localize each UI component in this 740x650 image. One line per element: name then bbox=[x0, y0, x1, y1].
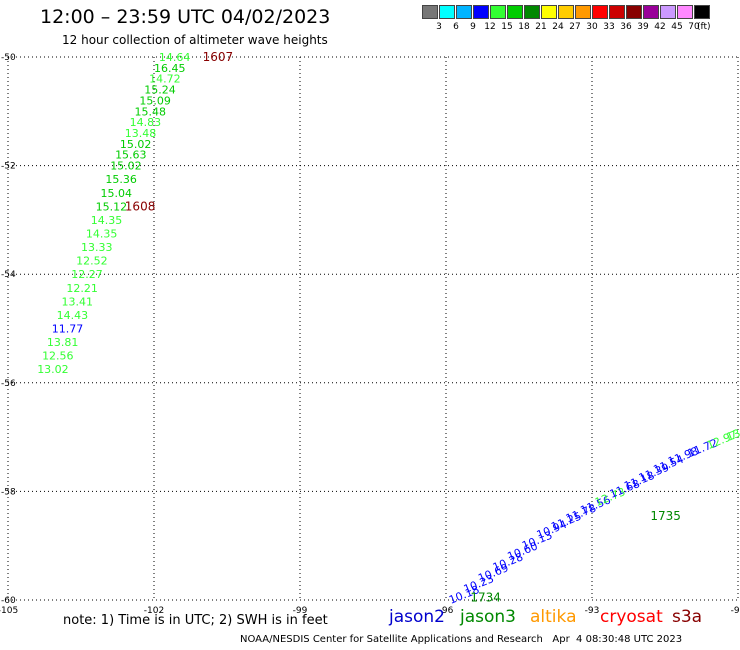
legend-swatch bbox=[694, 5, 710, 19]
legend-label: 3 bbox=[436, 22, 442, 32]
legend-label: 21 bbox=[535, 22, 547, 32]
lon-tick-label: -102 bbox=[144, 606, 164, 616]
legend-label: 42 bbox=[654, 22, 666, 32]
legend-label: 30 bbox=[586, 22, 598, 32]
legend-label: 9 bbox=[470, 22, 476, 32]
legend-swatch bbox=[422, 5, 438, 19]
wave-height-label: 11.77 bbox=[52, 323, 84, 336]
lon-tick-label: -96 bbox=[439, 606, 454, 616]
wave-height-label: 15.09 bbox=[139, 94, 171, 107]
legend-swatch bbox=[490, 5, 506, 19]
legend-label: 18 bbox=[518, 22, 530, 32]
legend-swatch bbox=[507, 5, 523, 19]
wave-height-label: 14.72 bbox=[149, 73, 181, 86]
legend-swatch bbox=[473, 5, 489, 19]
legend-swatch bbox=[592, 5, 608, 19]
legend-label: 39 bbox=[637, 22, 649, 32]
wave-height-label: 13.33 bbox=[81, 241, 113, 254]
legend-swatch bbox=[541, 5, 557, 19]
wave-height-label: 16.45 bbox=[154, 62, 186, 75]
wave-height-label: 12.27 bbox=[71, 268, 103, 281]
lon-tick-label: -99 bbox=[293, 606, 308, 616]
wave-height-label: 12.52 bbox=[76, 255, 108, 268]
legend-label: 12 bbox=[484, 22, 496, 32]
legend-swatch bbox=[456, 5, 472, 19]
wave-height-label: 13.81 bbox=[47, 336, 79, 349]
legend-swatch bbox=[524, 5, 540, 19]
legend-label: 27 bbox=[569, 22, 581, 32]
legend-swatch bbox=[626, 5, 642, 19]
legend-label: 24 bbox=[552, 22, 564, 32]
wave-height-label: 15.02 bbox=[110, 160, 142, 173]
satellite-jason3: jason3 bbox=[460, 607, 516, 627]
wave-height-label: 12.21 bbox=[66, 282, 98, 295]
satellite-jason2: jason2 bbox=[389, 607, 445, 627]
legend-label: 33 bbox=[603, 22, 615, 32]
wave-height-label: 15.48 bbox=[135, 105, 167, 118]
lat-tick-label: -52 bbox=[1, 162, 16, 172]
wave-height-label: 15.63 bbox=[115, 149, 147, 162]
lat-tick-label: -58 bbox=[1, 487, 16, 497]
wave-height-label: 12.56 bbox=[42, 350, 74, 363]
wave-height-label: 13.48 bbox=[125, 127, 157, 140]
legend-swatch bbox=[558, 5, 574, 19]
legend-swatch bbox=[439, 5, 455, 19]
legend-swatch bbox=[575, 5, 591, 19]
legend-label: 36 bbox=[620, 22, 632, 32]
wave-height-label: 14.43 bbox=[57, 309, 89, 322]
satellite-s3a: s3a bbox=[672, 607, 703, 627]
lat-tick-label: -60 bbox=[1, 596, 16, 606]
time-label: 1608 bbox=[125, 199, 156, 213]
legend-label: 45 bbox=[671, 22, 683, 32]
time-label: 1607 bbox=[203, 50, 234, 64]
wave-height-label: 13.02 bbox=[37, 363, 68, 376]
legend-label: 70 bbox=[688, 22, 700, 32]
wave-height-label: 14.83 bbox=[130, 116, 162, 129]
time-label: 1735 bbox=[650, 509, 681, 523]
satellite-cryosat: cryosat bbox=[600, 607, 663, 627]
lon-tick-label: -93 bbox=[585, 606, 600, 616]
wave-height-label: 13 bbox=[725, 427, 740, 444]
wave-height-label: 14.35 bbox=[91, 214, 123, 227]
wave-height-label: 15.36 bbox=[105, 173, 137, 186]
legend-swatch bbox=[643, 5, 659, 19]
satellite-altika: altika bbox=[530, 607, 577, 627]
map-title: 12:00 – 23:59 UTC 04/02/2023 bbox=[40, 6, 331, 28]
legend-unit: (ft) bbox=[697, 22, 711, 32]
lon-tick-label: -90 bbox=[731, 606, 740, 616]
legend-label: 15 bbox=[501, 22, 513, 32]
lat-tick-label: -50 bbox=[1, 53, 16, 63]
legend-swatch bbox=[677, 5, 693, 19]
wave-height-label: 13.41 bbox=[62, 295, 94, 308]
legend-label: 6 bbox=[453, 22, 459, 32]
wave-height-label: 15.24 bbox=[144, 84, 176, 97]
footnote: note: 1) Time is in UTC; 2) SWH is in fe… bbox=[63, 613, 328, 628]
map-subtitle: 12 hour collection of altimeter wave hei… bbox=[62, 33, 328, 47]
wave-height-label: 14.64 bbox=[159, 51, 191, 64]
credit-line: NOAA/NESDIS Center for Satellite Applica… bbox=[240, 634, 683, 645]
wave-height-label: 15.04 bbox=[100, 187, 132, 200]
lat-tick-label: -54 bbox=[1, 270, 16, 280]
legend-swatch bbox=[660, 5, 676, 19]
lat-tick-label: -56 bbox=[1, 379, 16, 389]
wave-height-label: 15.02 bbox=[120, 138, 152, 151]
time-label: 1734 bbox=[470, 590, 501, 604]
legend-swatch bbox=[609, 5, 625, 19]
wave-height-label: 14.35 bbox=[86, 227, 118, 240]
wave-height-label: 15.12 bbox=[96, 200, 128, 213]
lon-tick-label: -105 bbox=[0, 606, 18, 616]
